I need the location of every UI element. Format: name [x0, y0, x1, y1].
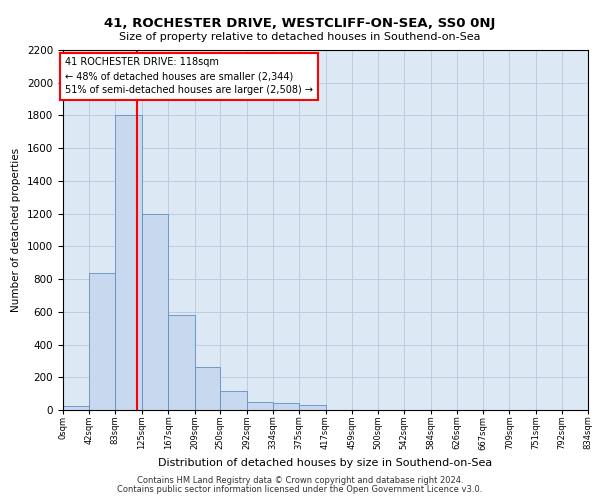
Bar — [63, 406, 89, 410]
Bar — [142, 214, 168, 410]
Bar — [115, 116, 142, 410]
Bar — [273, 402, 299, 410]
Text: Contains HM Land Registry data © Crown copyright and database right 2024.: Contains HM Land Registry data © Crown c… — [137, 476, 463, 485]
Bar — [194, 368, 220, 410]
Bar — [299, 405, 325, 410]
Bar — [89, 272, 115, 410]
Y-axis label: Number of detached properties: Number of detached properties — [11, 148, 22, 312]
Text: Size of property relative to detached houses in Southend-on-Sea: Size of property relative to detached ho… — [119, 32, 481, 42]
Text: Contains public sector information licensed under the Open Government Licence v3: Contains public sector information licen… — [118, 485, 482, 494]
Bar — [220, 391, 247, 410]
Text: 41, ROCHESTER DRIVE, WESTCLIFF-ON-SEA, SS0 0NJ: 41, ROCHESTER DRIVE, WESTCLIFF-ON-SEA, S… — [104, 18, 496, 30]
Bar — [168, 315, 194, 410]
X-axis label: Distribution of detached houses by size in Southend-on-Sea: Distribution of detached houses by size … — [158, 458, 493, 468]
Text: 41 ROCHESTER DRIVE: 118sqm
← 48% of detached houses are smaller (2,344)
51% of s: 41 ROCHESTER DRIVE: 118sqm ← 48% of deta… — [65, 58, 313, 96]
Bar — [247, 402, 273, 410]
